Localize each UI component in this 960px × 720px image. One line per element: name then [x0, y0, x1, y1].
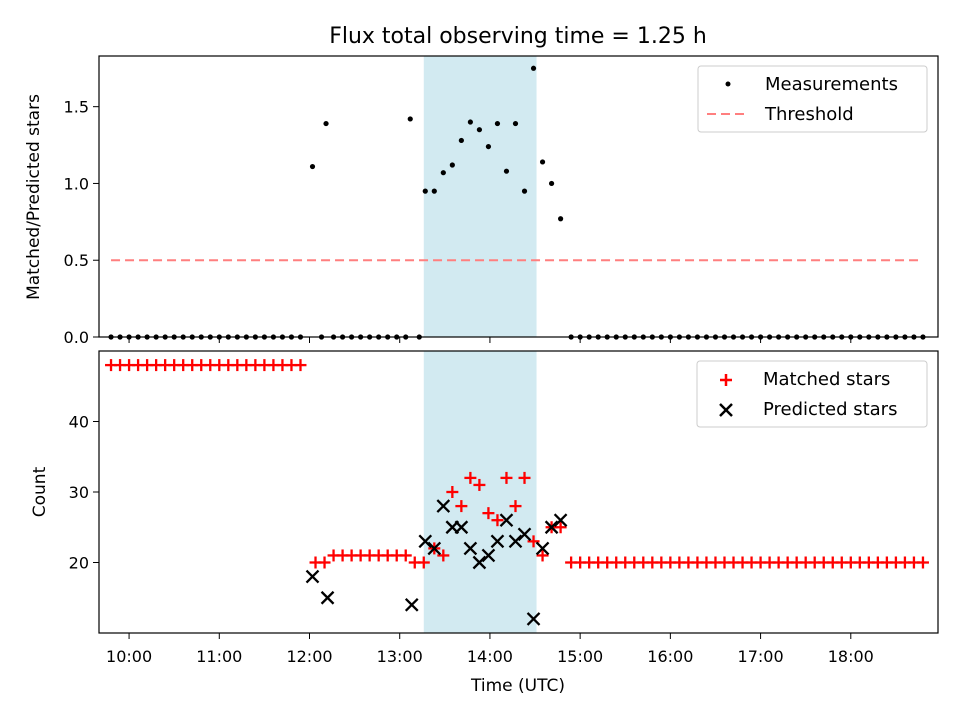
measurement-point: [521, 188, 528, 194]
chart-title: Flux total observing time = 1.25 h: [329, 24, 707, 49]
x-tick-label: 15:00: [557, 647, 603, 666]
x-tick-label: 10:00: [106, 647, 152, 666]
matched-star-point: [554, 521, 567, 534]
matched-star-point: [536, 549, 549, 562]
matched-star-point: [446, 486, 459, 498]
observation-window-highlight: [423, 56, 537, 337]
y-tick-label: 20: [69, 554, 89, 573]
y-tick-label: 0.5: [64, 251, 89, 270]
measurement-point: [309, 163, 316, 170]
measurement-point: [558, 216, 564, 222]
legend-predicted-label: Predicted stars: [763, 399, 897, 420]
matched-star-point: [464, 471, 477, 484]
predicted-star-point: [490, 534, 505, 549]
matched-star-point: [417, 556, 430, 569]
x-tick-label: 12:00: [286, 647, 332, 666]
measurement-point: [548, 180, 555, 187]
matched-star-point: [473, 478, 486, 491]
star-count-panel: 20 30 40 10:00 11:00 12:00 13:00 14:00 15:00 16:…: [30, 350, 939, 696]
measurement-point: [422, 188, 428, 194]
legend-threshold-label: Threshold: [764, 104, 854, 125]
predicted-star-point: [320, 590, 335, 605]
y-tick-label: 0.0: [64, 328, 89, 347]
matched-star-point: [527, 535, 540, 548]
legend-matched-marker: [720, 374, 732, 386]
observation-window-highlight-bottom: [423, 351, 537, 633]
matched-star-point: [500, 471, 513, 484]
matched-star-point: [518, 471, 531, 484]
measurement-point: [323, 120, 329, 127]
top-legend: Measurements Threshold: [697, 65, 928, 133]
legend-matched-label: Matched stars: [763, 369, 890, 390]
measurement-point: [467, 119, 473, 125]
predicted-star-point: [544, 520, 559, 535]
y-tick-label: 1.0: [64, 174, 89, 193]
matched-star-point: [482, 507, 495, 520]
predicted-star-point: [517, 527, 532, 542]
x-tick-label: 16:00: [647, 647, 693, 666]
measurement-point: [539, 159, 546, 165]
predicted-star-point: [499, 513, 514, 528]
measurement-point: [449, 162, 455, 168]
x-tick-label: 14:00: [467, 647, 513, 666]
x-tick-label: 11:00: [196, 647, 242, 666]
predicted-star-point: [418, 534, 433, 549]
y-tick-label: 1.5: [64, 98, 89, 117]
top-y-axis-label: Matched/Predicted stars: [24, 94, 44, 300]
predicted-star-point: [454, 520, 469, 535]
predicted-star-point: [472, 555, 487, 570]
matched-star-point: [509, 500, 522, 513]
predicted-star-point: [463, 541, 478, 556]
measurement-point: [494, 120, 501, 127]
flux-ratio-axes-frame: [98, 55, 939, 338]
y-tick-label: 40: [69, 413, 89, 432]
bottom-y-axis-label: Count: [30, 466, 50, 517]
measurement-point: [476, 127, 483, 133]
measurement-point: [485, 143, 492, 150]
matched-star-point: [318, 556, 331, 569]
measurement-point: [512, 120, 519, 127]
predicted-star-point: [535, 541, 550, 556]
x-tick-label: 13:00: [377, 647, 423, 666]
predicted-star-point: [553, 513, 568, 528]
predicted-star-point: [305, 569, 320, 584]
flux-ratio-panel: 0.0 0.5 1.0 1.5 Matched/Predicted stars Mea…: [24, 55, 939, 347]
measurement-point: [530, 65, 537, 71]
measurement-point: [440, 170, 446, 176]
matched-star-point: [294, 359, 307, 372]
x-tick-label: 18:00: [828, 647, 874, 666]
measurement-point: [458, 137, 464, 144]
measurement-point: [431, 188, 437, 194]
predicted-star-point: [427, 541, 442, 556]
predicted-star-point: [404, 597, 419, 612]
x-axis-label: Time (UTC): [470, 676, 565, 696]
legend-predicted-marker: [719, 403, 733, 417]
measurement-point: [503, 168, 510, 174]
matched-star-point: [455, 500, 468, 513]
matched-star-point: [916, 556, 929, 569]
matched-star-point: [491, 514, 504, 527]
star-count-axes-frame: [98, 350, 939, 634]
measurement-point: [407, 116, 413, 122]
x-tick-label: 17:00: [738, 647, 784, 666]
matched-star-point: [399, 549, 412, 562]
matched-star-point: [437, 549, 450, 562]
predicted-star-point: [508, 534, 523, 549]
legend-measurements-label: Measurements: [765, 74, 898, 95]
legend-measurements-marker: [725, 81, 731, 87]
predicted-star-point: [481, 548, 496, 563]
predicted-star-point: [436, 499, 451, 513]
predicted-star-point: [526, 612, 541, 626]
bottom-legend: Matched stars Predicted stars: [696, 360, 928, 428]
y-tick-label: 30: [69, 483, 89, 502]
